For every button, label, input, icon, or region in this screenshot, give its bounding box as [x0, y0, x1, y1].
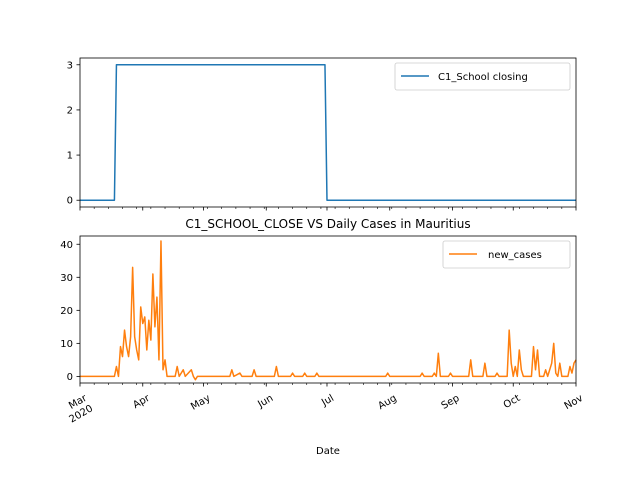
bottom-legend-label: new_cases — [488, 250, 542, 261]
top-legend: C1_School closing — [394, 62, 571, 91]
top-y-tick-label: 1 — [67, 151, 73, 162]
school-closing-panel: 0 1 2 3 C1_School closing — [67, 57, 577, 211]
bottom-y-tick-label: 0 — [67, 372, 73, 383]
top-series-group — [80, 64, 576, 201]
top-series-line-0 — [80, 64, 576, 201]
bottom-axes-frame — [79, 235, 577, 384]
bottom-series-line-0 — [80, 240, 577, 381]
top-y-axis: 0 1 2 3 — [67, 60, 80, 207]
x-axis-title: Date — [316, 446, 340, 457]
bottom-legend: new_cases — [442, 240, 571, 269]
top-legend-label: C1_School closing — [438, 72, 528, 83]
chart-title: C1_SCHOOL_CLOSE VS Daily Cases in Maurit… — [185, 217, 470, 231]
bottom-y-tick-label: 40 — [60, 240, 73, 251]
bottom-legend-box — [442, 240, 571, 269]
top-legend-box — [394, 62, 571, 91]
bottom-y-tick-label: 20 — [60, 306, 73, 317]
top-y-tick-label: 2 — [67, 105, 73, 116]
top-y-tick-label: 3 — [67, 60, 73, 71]
bottom-y-tick-label: 10 — [60, 339, 73, 350]
top-axes-frame — [79, 57, 577, 208]
top-y-tick-label: 0 — [67, 196, 73, 207]
bottom-y-tick-label: 30 — [60, 273, 73, 284]
bottom-y-axis: 0 10 20 30 40 — [60, 240, 80, 383]
bottom-series-group — [80, 240, 577, 381]
